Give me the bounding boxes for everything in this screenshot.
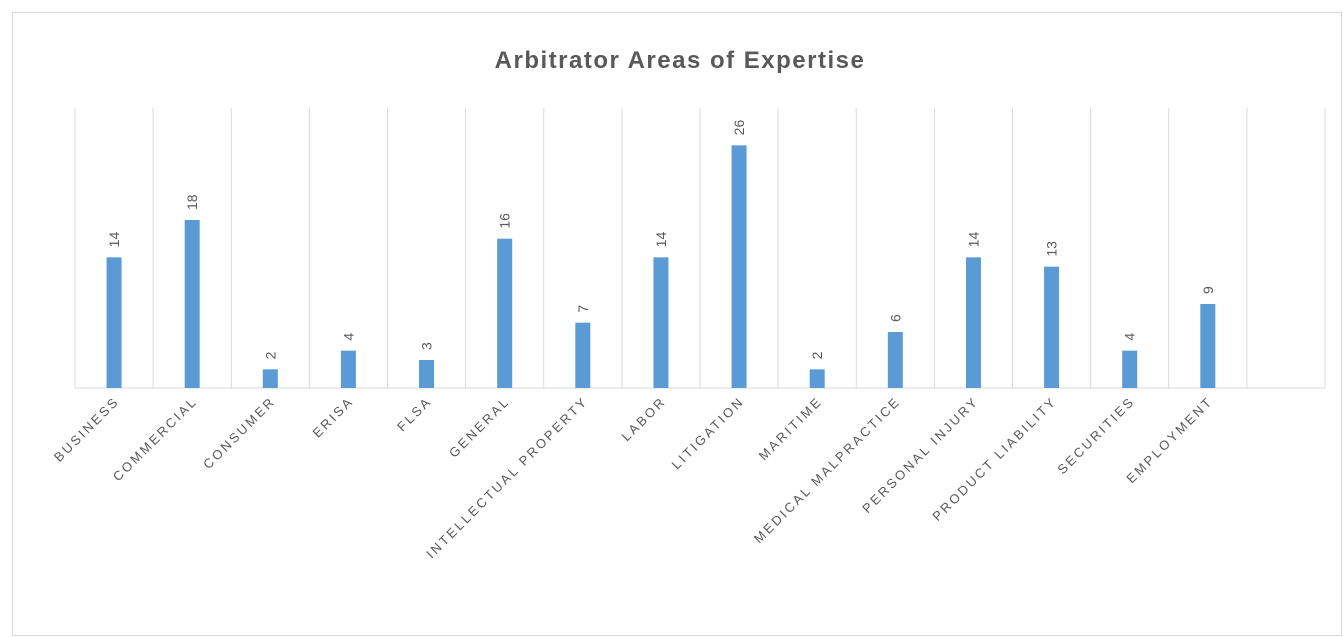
bar <box>809 369 825 388</box>
data-label: 6 <box>887 314 903 322</box>
data-label: 2 <box>809 351 825 359</box>
bar <box>731 145 747 388</box>
data-label: 14 <box>965 232 981 248</box>
bar <box>1044 266 1060 388</box>
chart-title: Arbitrator Areas of Expertise <box>495 47 866 74</box>
data-label: 14 <box>653 232 669 248</box>
data-label: 3 <box>419 342 435 350</box>
bar <box>106 257 122 388</box>
bar <box>1200 304 1216 388</box>
data-label: 14 <box>106 232 122 248</box>
data-label: 2 <box>262 351 278 359</box>
data-label: 7 <box>575 305 591 313</box>
bar <box>653 257 669 388</box>
bar <box>419 360 435 388</box>
bar <box>575 322 591 388</box>
bar <box>184 220 200 388</box>
data-label: 26 <box>731 120 747 136</box>
data-label: 13 <box>1044 241 1060 257</box>
data-label: 18 <box>184 194 200 210</box>
data-label: 4 <box>340 333 356 341</box>
bar <box>965 257 981 388</box>
chart-border <box>12 12 1342 636</box>
bar <box>1122 350 1138 388</box>
bar <box>887 332 903 388</box>
bar <box>262 369 278 388</box>
bar <box>340 350 356 388</box>
data-label: 9 <box>1200 286 1216 294</box>
bar <box>497 238 513 388</box>
data-label: 4 <box>1122 333 1138 341</box>
data-label: 16 <box>497 213 513 229</box>
